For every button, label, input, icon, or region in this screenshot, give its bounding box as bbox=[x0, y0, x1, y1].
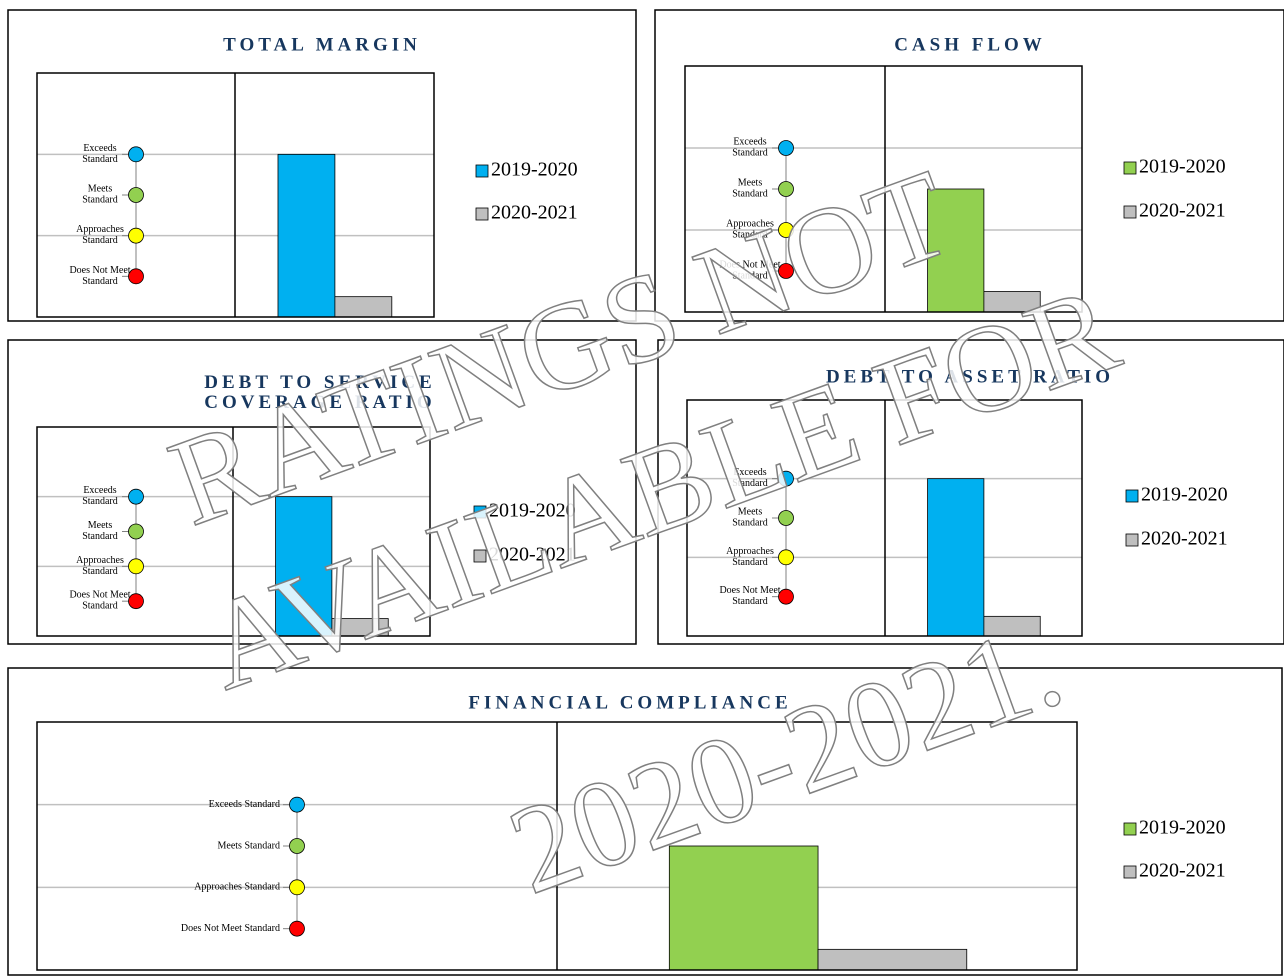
rating-dot bbox=[778, 181, 794, 197]
chart-title: CASH FLOW bbox=[894, 34, 1046, 55]
legend-label: 2020-2021 bbox=[491, 202, 578, 224]
rating-dot bbox=[128, 227, 144, 244]
chart-title: DEBT TO ASSET RATIO bbox=[826, 366, 1114, 387]
rating-dot bbox=[128, 523, 144, 540]
y-tick-label: Does Not Meet Standard bbox=[719, 260, 780, 282]
y-tick-label: Approaches Standard bbox=[76, 224, 124, 246]
legend-label: 2020-2021 bbox=[489, 544, 576, 566]
bar bbox=[927, 188, 985, 313]
y-tick-label: Meets Standard bbox=[82, 520, 118, 542]
panel bbox=[7, 667, 1283, 976]
bar bbox=[927, 478, 985, 637]
y-tick-label: Approaches Standard bbox=[726, 546, 774, 568]
y-tick-label: Does Not Meet Standard bbox=[69, 265, 130, 287]
y-tick-label: Does Not Meet Standard bbox=[181, 923, 280, 934]
y-tick-label: Meets Standard bbox=[732, 178, 768, 200]
y-tick-label: Exceeds Standard bbox=[82, 485, 118, 507]
y-tick-label: Exceeds Standard bbox=[209, 799, 280, 810]
chart-title: FINANCIAL COMPLIANCE bbox=[468, 692, 791, 713]
bar bbox=[668, 845, 819, 971]
rating-dot bbox=[128, 593, 144, 610]
bar bbox=[334, 296, 393, 318]
rating-dot bbox=[778, 588, 794, 605]
y-tick-label: Approaches Standard bbox=[194, 882, 280, 893]
rating-dot bbox=[289, 920, 305, 937]
legend-label: 2020-2021 bbox=[1139, 860, 1226, 882]
y-tick-label: Exceeds Standard bbox=[732, 137, 768, 159]
bar bbox=[275, 496, 333, 637]
rating-dot bbox=[128, 558, 144, 575]
rating-dot bbox=[778, 263, 794, 279]
y-tick-label: Meets Standard bbox=[82, 184, 118, 206]
rating-dot bbox=[289, 879, 305, 896]
legend-swatch bbox=[1123, 822, 1137, 836]
chart-title: DEBT TO SERVICE COVERAGE RATIO bbox=[204, 372, 435, 413]
legend-swatch bbox=[1123, 205, 1137, 219]
plot-frame bbox=[684, 65, 1083, 313]
legend-swatch bbox=[473, 505, 487, 519]
rating-dot bbox=[289, 838, 305, 854]
rating-dot bbox=[128, 146, 144, 163]
y-tick-label: Meets Standard bbox=[732, 507, 768, 529]
legend-label: 2019-2020 bbox=[1141, 484, 1228, 506]
rating-dot bbox=[778, 549, 794, 566]
y-tick-label: Meets Standard bbox=[218, 840, 281, 851]
legend-swatch bbox=[475, 164, 489, 178]
legend-swatch bbox=[1123, 161, 1137, 175]
rating-dot bbox=[778, 140, 794, 156]
legend-label: 2020-2021 bbox=[1139, 200, 1226, 222]
bar bbox=[277, 153, 336, 318]
legend-label: 2020-2021 bbox=[1141, 528, 1228, 550]
legend-swatch bbox=[473, 549, 487, 563]
rating-dot bbox=[128, 268, 144, 285]
legend-label: 2019-2020 bbox=[1139, 156, 1226, 178]
bar bbox=[817, 948, 968, 971]
y-tick-label: Exceeds Standard bbox=[732, 467, 768, 489]
y-tick-label: Approaches Standard bbox=[76, 555, 124, 577]
rating-dot bbox=[778, 222, 794, 238]
y-tick-label: Does Not Meet Standard bbox=[719, 585, 780, 607]
y-tick-label: Does Not Meet Standard bbox=[69, 590, 130, 612]
rating-dot bbox=[128, 187, 144, 203]
legend-swatch bbox=[1125, 489, 1139, 503]
legend-swatch bbox=[475, 207, 489, 221]
legend-label: 2019-2020 bbox=[489, 500, 576, 522]
chart-title: TOTAL MARGIN bbox=[223, 34, 421, 55]
rating-dot bbox=[778, 510, 794, 526]
rating-dot bbox=[289, 796, 305, 813]
legend-label: 2019-2020 bbox=[491, 159, 578, 181]
legend-swatch bbox=[1125, 533, 1139, 547]
legend-swatch bbox=[1123, 865, 1137, 879]
rating-dot bbox=[128, 488, 144, 505]
y-tick-label: Exceeds Standard bbox=[82, 143, 118, 165]
y-tick-label: Approaches Standard bbox=[726, 219, 774, 241]
legend-label: 2019-2020 bbox=[1139, 817, 1226, 839]
rating-dot bbox=[778, 470, 794, 487]
